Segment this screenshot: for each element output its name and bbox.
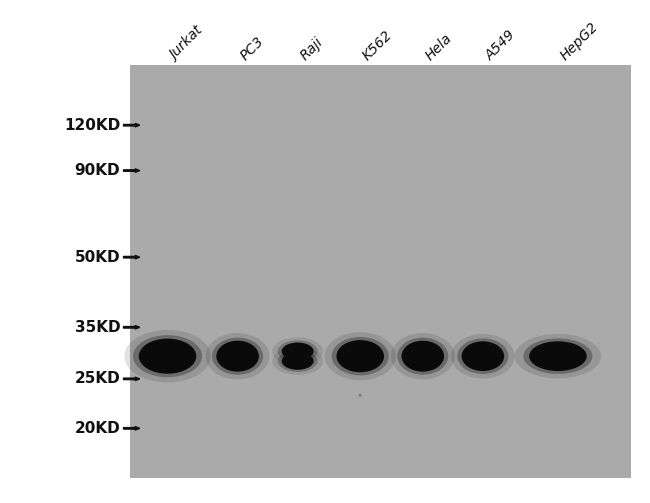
Bar bbox=[130, 65, 630, 478]
Text: 50KD: 50KD bbox=[75, 249, 120, 265]
Ellipse shape bbox=[523, 339, 592, 374]
Text: K562: K562 bbox=[360, 28, 395, 63]
Text: 25KD: 25KD bbox=[75, 371, 120, 386]
Text: 120KD: 120KD bbox=[64, 118, 120, 133]
Ellipse shape bbox=[281, 353, 313, 370]
Ellipse shape bbox=[272, 338, 323, 365]
FancyArrow shape bbox=[124, 325, 140, 329]
FancyArrow shape bbox=[124, 123, 140, 127]
Text: 90KD: 90KD bbox=[75, 163, 120, 178]
Ellipse shape bbox=[359, 394, 362, 397]
Ellipse shape bbox=[133, 335, 202, 377]
FancyArrow shape bbox=[124, 256, 140, 259]
Ellipse shape bbox=[272, 347, 323, 375]
Text: Jurkat: Jurkat bbox=[168, 24, 206, 63]
Ellipse shape bbox=[458, 339, 508, 374]
Text: 35KD: 35KD bbox=[75, 320, 120, 335]
Ellipse shape bbox=[205, 333, 270, 379]
FancyArrow shape bbox=[124, 427, 140, 430]
FancyArrow shape bbox=[124, 377, 140, 381]
Ellipse shape bbox=[397, 338, 448, 375]
Ellipse shape bbox=[529, 342, 587, 371]
Ellipse shape bbox=[138, 339, 196, 374]
Ellipse shape bbox=[216, 341, 259, 372]
Ellipse shape bbox=[402, 341, 444, 372]
Ellipse shape bbox=[124, 330, 211, 382]
Ellipse shape bbox=[462, 342, 504, 371]
Ellipse shape bbox=[212, 338, 263, 375]
Ellipse shape bbox=[278, 341, 318, 362]
Ellipse shape bbox=[515, 334, 601, 378]
Text: Hela: Hela bbox=[422, 31, 455, 63]
Text: A549: A549 bbox=[483, 28, 518, 63]
Text: HepG2: HepG2 bbox=[558, 20, 601, 63]
Ellipse shape bbox=[451, 334, 515, 378]
Ellipse shape bbox=[337, 340, 384, 372]
Ellipse shape bbox=[391, 333, 455, 379]
Text: Raji: Raji bbox=[298, 35, 326, 63]
Ellipse shape bbox=[281, 343, 313, 360]
FancyArrow shape bbox=[124, 169, 140, 173]
Ellipse shape bbox=[332, 337, 389, 375]
Ellipse shape bbox=[278, 350, 318, 372]
Text: 20KD: 20KD bbox=[75, 421, 120, 436]
Ellipse shape bbox=[324, 332, 396, 380]
Text: PC3: PC3 bbox=[238, 34, 266, 63]
